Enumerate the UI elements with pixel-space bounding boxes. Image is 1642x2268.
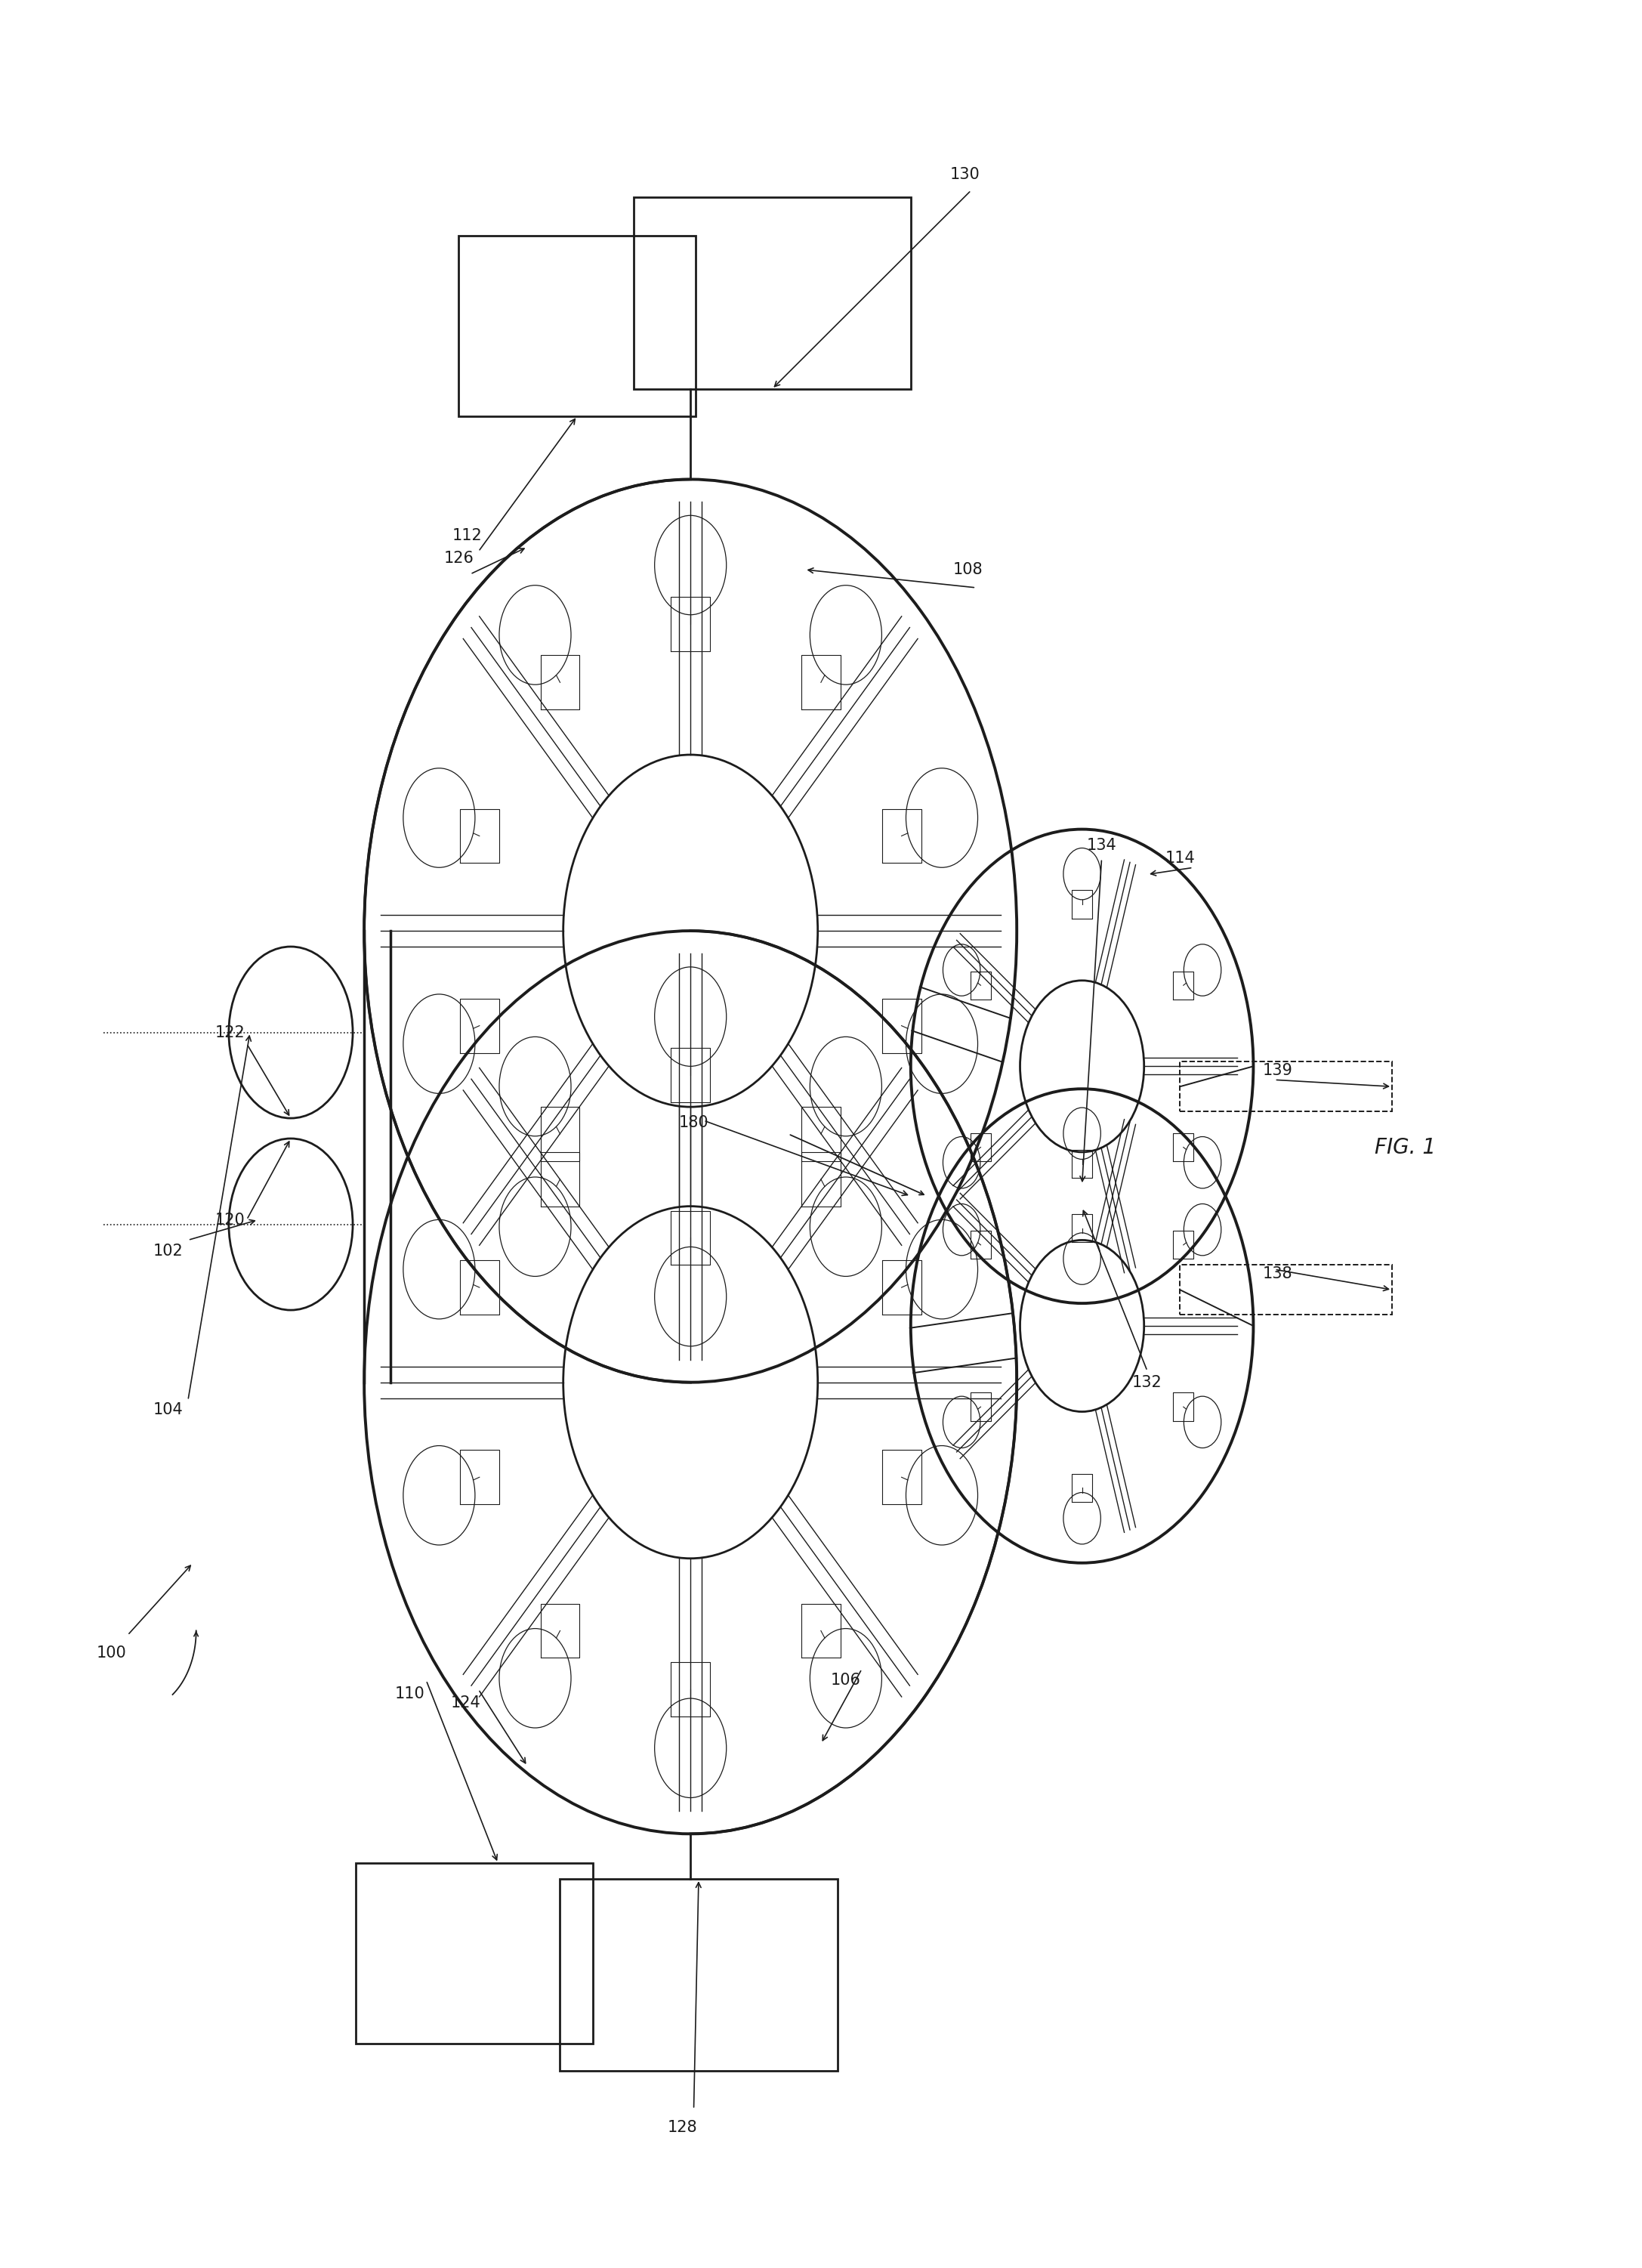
Text: 102: 102 [153,1243,184,1259]
Bar [356,1864,593,2043]
Text: 128: 128 [667,2121,698,2134]
Text: 130: 130 [949,168,980,181]
Text: 126: 126 [443,551,475,567]
Text: 134: 134 [1087,837,1117,853]
Text: 180: 180 [678,1116,709,1129]
Text: 100: 100 [97,1647,126,1660]
Bar [458,236,695,415]
Bar [1181,1266,1392,1315]
Text: 132: 132 [1133,1374,1163,1390]
Bar [634,197,911,390]
Text: 104: 104 [153,1402,184,1418]
Text: 114: 114 [1164,850,1195,866]
Text: 112: 112 [452,528,483,544]
Text: 110: 110 [394,1687,425,1701]
Text: 120: 120 [215,1211,245,1227]
Text: 138: 138 [1263,1266,1292,1281]
Text: 139: 139 [1263,1064,1292,1077]
Text: 106: 106 [831,1674,860,1687]
Bar [1181,1061,1392,1111]
Text: FIG. 1: FIG. 1 [1374,1136,1435,1159]
Text: 108: 108 [952,562,984,576]
Text: 124: 124 [450,1696,481,1710]
Bar [560,1878,837,2071]
Text: 122: 122 [215,1025,245,1041]
